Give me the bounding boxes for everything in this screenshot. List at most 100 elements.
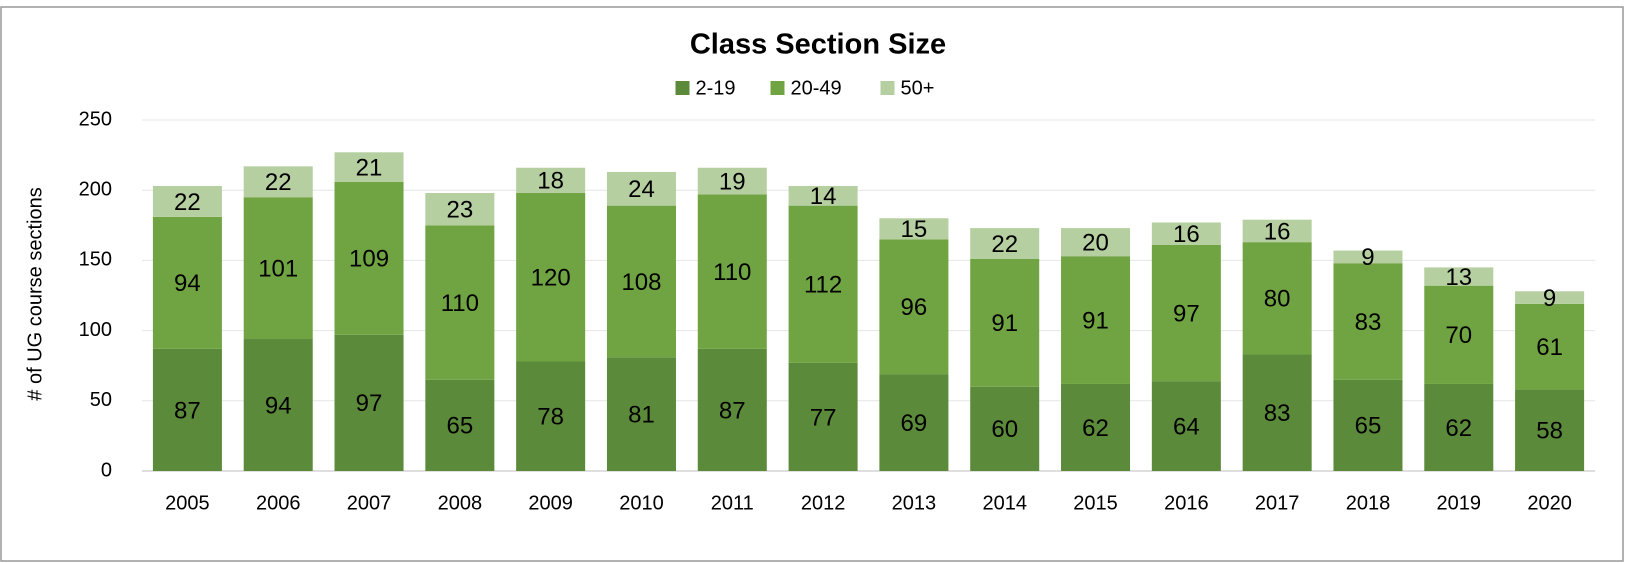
bar-segment bbox=[879, 218, 949, 240]
bar-segment bbox=[516, 193, 586, 362]
data-label: 77 bbox=[810, 404, 837, 431]
data-label: 20 bbox=[1082, 229, 1109, 256]
data-label: 15 bbox=[901, 216, 928, 243]
bar-segment bbox=[879, 374, 949, 471]
data-label: 83 bbox=[1264, 400, 1291, 427]
data-label: 69 bbox=[901, 410, 928, 437]
bar-segment bbox=[152, 216, 222, 349]
bar-segment bbox=[516, 361, 586, 471]
bar-segment bbox=[243, 197, 313, 340]
y-tick-label: 200 bbox=[79, 178, 112, 200]
x-tick-label: 2016 bbox=[1164, 492, 1209, 514]
data-label: 65 bbox=[446, 413, 473, 440]
bar-segment bbox=[516, 167, 586, 194]
legend-swatch bbox=[770, 81, 785, 95]
data-label: 110 bbox=[441, 290, 479, 317]
x-tick-label: 2009 bbox=[528, 492, 573, 514]
data-label: 81 bbox=[628, 401, 655, 428]
x-tick-label: 2017 bbox=[1255, 492, 1300, 514]
data-label: 80 bbox=[1264, 286, 1291, 313]
bar-segment bbox=[1242, 219, 1312, 243]
bar-segment bbox=[1424, 285, 1494, 384]
bar-segment bbox=[1424, 267, 1494, 286]
data-label: 61 bbox=[1536, 334, 1563, 361]
x-tick-label: 2007 bbox=[347, 492, 392, 514]
data-label: 9 bbox=[1543, 285, 1556, 312]
legend-swatch bbox=[675, 81, 690, 95]
bar-segment bbox=[970, 258, 1040, 387]
legend-label: 20-49 bbox=[791, 77, 842, 99]
bar-segment bbox=[1151, 244, 1221, 382]
data-label: 22 bbox=[265, 169, 292, 196]
data-label: 65 bbox=[1355, 413, 1382, 440]
data-label: 91 bbox=[991, 310, 1018, 337]
bar-segment bbox=[1061, 228, 1131, 257]
y-tick-label: 100 bbox=[79, 319, 112, 341]
data-label: 62 bbox=[1082, 415, 1109, 442]
bar-segment bbox=[152, 348, 222, 471]
bar-segment bbox=[425, 225, 495, 380]
x-tick-label: 2008 bbox=[438, 492, 483, 514]
data-label: 87 bbox=[719, 397, 746, 424]
bar-segment bbox=[1333, 250, 1403, 264]
data-label: 108 bbox=[621, 269, 661, 296]
data-label: 78 bbox=[537, 404, 564, 431]
bar-segment bbox=[788, 205, 858, 363]
bar-segment bbox=[606, 205, 676, 358]
legend-swatch bbox=[880, 81, 895, 95]
bar-segment bbox=[788, 362, 858, 471]
data-label: 16 bbox=[1264, 218, 1291, 245]
bar-segment bbox=[788, 185, 858, 206]
bar-segment bbox=[425, 193, 495, 226]
x-tick-label: 2013 bbox=[892, 492, 937, 514]
data-label: 18 bbox=[537, 168, 564, 195]
bar-segment bbox=[970, 228, 1040, 259]
data-label: 13 bbox=[1445, 264, 1472, 291]
x-tick-label: 2010 bbox=[619, 492, 664, 514]
bar-segment bbox=[1242, 242, 1312, 355]
x-tick-label: 2018 bbox=[1346, 492, 1391, 514]
x-tick-label: 2011 bbox=[711, 492, 754, 514]
bar-segment bbox=[606, 357, 676, 471]
bar-segment bbox=[334, 152, 404, 182]
data-label: 22 bbox=[991, 231, 1018, 258]
x-tick-label: 2014 bbox=[982, 492, 1027, 514]
y-tick-label: 150 bbox=[79, 249, 112, 271]
bar-segment bbox=[1151, 222, 1221, 245]
bar-segment bbox=[334, 181, 404, 335]
data-label: 64 bbox=[1173, 413, 1200, 440]
x-tick-label: 2019 bbox=[1437, 492, 1482, 514]
data-label: 19 bbox=[719, 168, 746, 195]
y-tick-label: 0 bbox=[101, 459, 112, 481]
data-label: 97 bbox=[1173, 300, 1200, 327]
bar-segment bbox=[243, 166, 313, 198]
data-label: 14 bbox=[810, 183, 837, 210]
bar-segment bbox=[1424, 383, 1494, 471]
x-tick-label: 2012 bbox=[801, 492, 846, 514]
bar-segment bbox=[334, 334, 404, 471]
data-label: 60 bbox=[991, 416, 1018, 443]
data-label: 24 bbox=[628, 176, 655, 203]
bar-segment bbox=[243, 339, 313, 471]
legend-label: 2-19 bbox=[696, 77, 736, 99]
data-label: 83 bbox=[1355, 309, 1382, 336]
legend-label: 50+ bbox=[901, 77, 935, 99]
data-label: 91 bbox=[1082, 307, 1109, 334]
bar-segment bbox=[1333, 379, 1403, 471]
data-label: 110 bbox=[713, 259, 751, 286]
bar-segment bbox=[606, 171, 676, 206]
data-label: 97 bbox=[356, 390, 383, 417]
data-label: 23 bbox=[446, 196, 473, 223]
y-tick-label: 250 bbox=[79, 108, 112, 130]
data-label: 112 bbox=[804, 272, 842, 299]
bar-segment bbox=[879, 239, 949, 375]
data-label: 21 bbox=[356, 154, 383, 181]
data-label: 16 bbox=[1173, 221, 1200, 248]
bar-segment bbox=[152, 185, 222, 217]
data-label: 120 bbox=[531, 265, 571, 292]
data-label: 101 bbox=[258, 255, 298, 282]
data-label: 94 bbox=[174, 270, 201, 297]
data-label: 96 bbox=[901, 294, 928, 321]
bar-segment bbox=[1515, 291, 1585, 304]
